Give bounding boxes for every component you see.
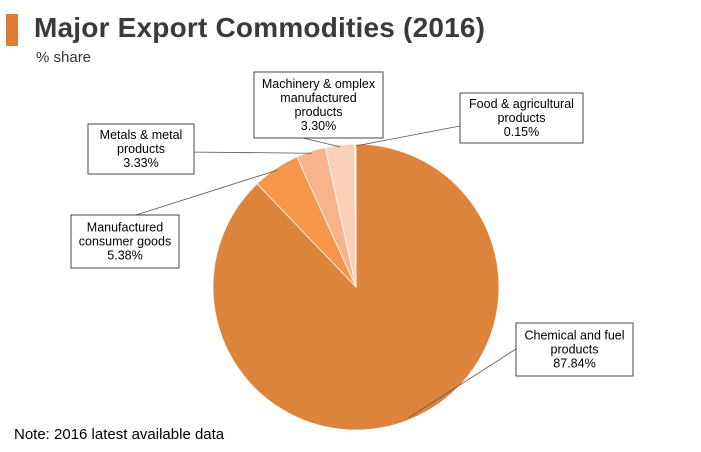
label-box-2	[70, 214, 180, 269]
chart-title: Major Export Commodities (2016)	[34, 12, 486, 43]
leader-line-1	[408, 348, 517, 419]
pie-slice-5	[354, 143, 357, 288]
slice-value-label: 87.84%	[553, 357, 595, 371]
slice-name-label: Chemical and fuel	[524, 329, 624, 343]
slice-name-label: Metals & metal	[100, 128, 183, 142]
slice-name-label: Manufactured	[87, 221, 163, 235]
slice-name-label: Food & agricultural	[469, 97, 574, 111]
label-box-5	[459, 92, 584, 144]
slice-value-label: 0.15%	[504, 125, 539, 139]
leader-line-2	[135, 169, 278, 216]
footnote: Note: 2016 latest available data	[14, 426, 225, 443]
slice-name-label: products	[117, 142, 165, 156]
leader-line-4	[302, 137, 341, 148]
title-accent-bar	[6, 14, 18, 46]
slice-value-label: 5.38%	[107, 249, 142, 263]
slice-labels: Chemical and fuelproducts87.84%Manufactu…	[70, 71, 634, 377]
label-box-1	[515, 322, 634, 377]
slice-name-label: Machinery & omplex	[262, 77, 376, 91]
slice-name-label: manufactured	[280, 91, 356, 105]
slice-name-label: products	[551, 343, 599, 357]
label-box-4	[253, 71, 384, 139]
slice-name-label: consumer goods	[79, 235, 171, 249]
leader-line-3	[185, 151, 312, 154]
slice-value-label: 3.30%	[301, 119, 336, 133]
leader-lines	[135, 125, 517, 419]
slice-value-label: 3.33%	[123, 156, 158, 170]
chart-subtitle: % share	[36, 49, 92, 66]
pie-slices	[212, 143, 500, 431]
leader-line-5	[355, 125, 461, 147]
label-box-3	[87, 123, 195, 175]
slice-name-label: products	[295, 105, 343, 119]
slice-name-label: products	[498, 111, 546, 125]
